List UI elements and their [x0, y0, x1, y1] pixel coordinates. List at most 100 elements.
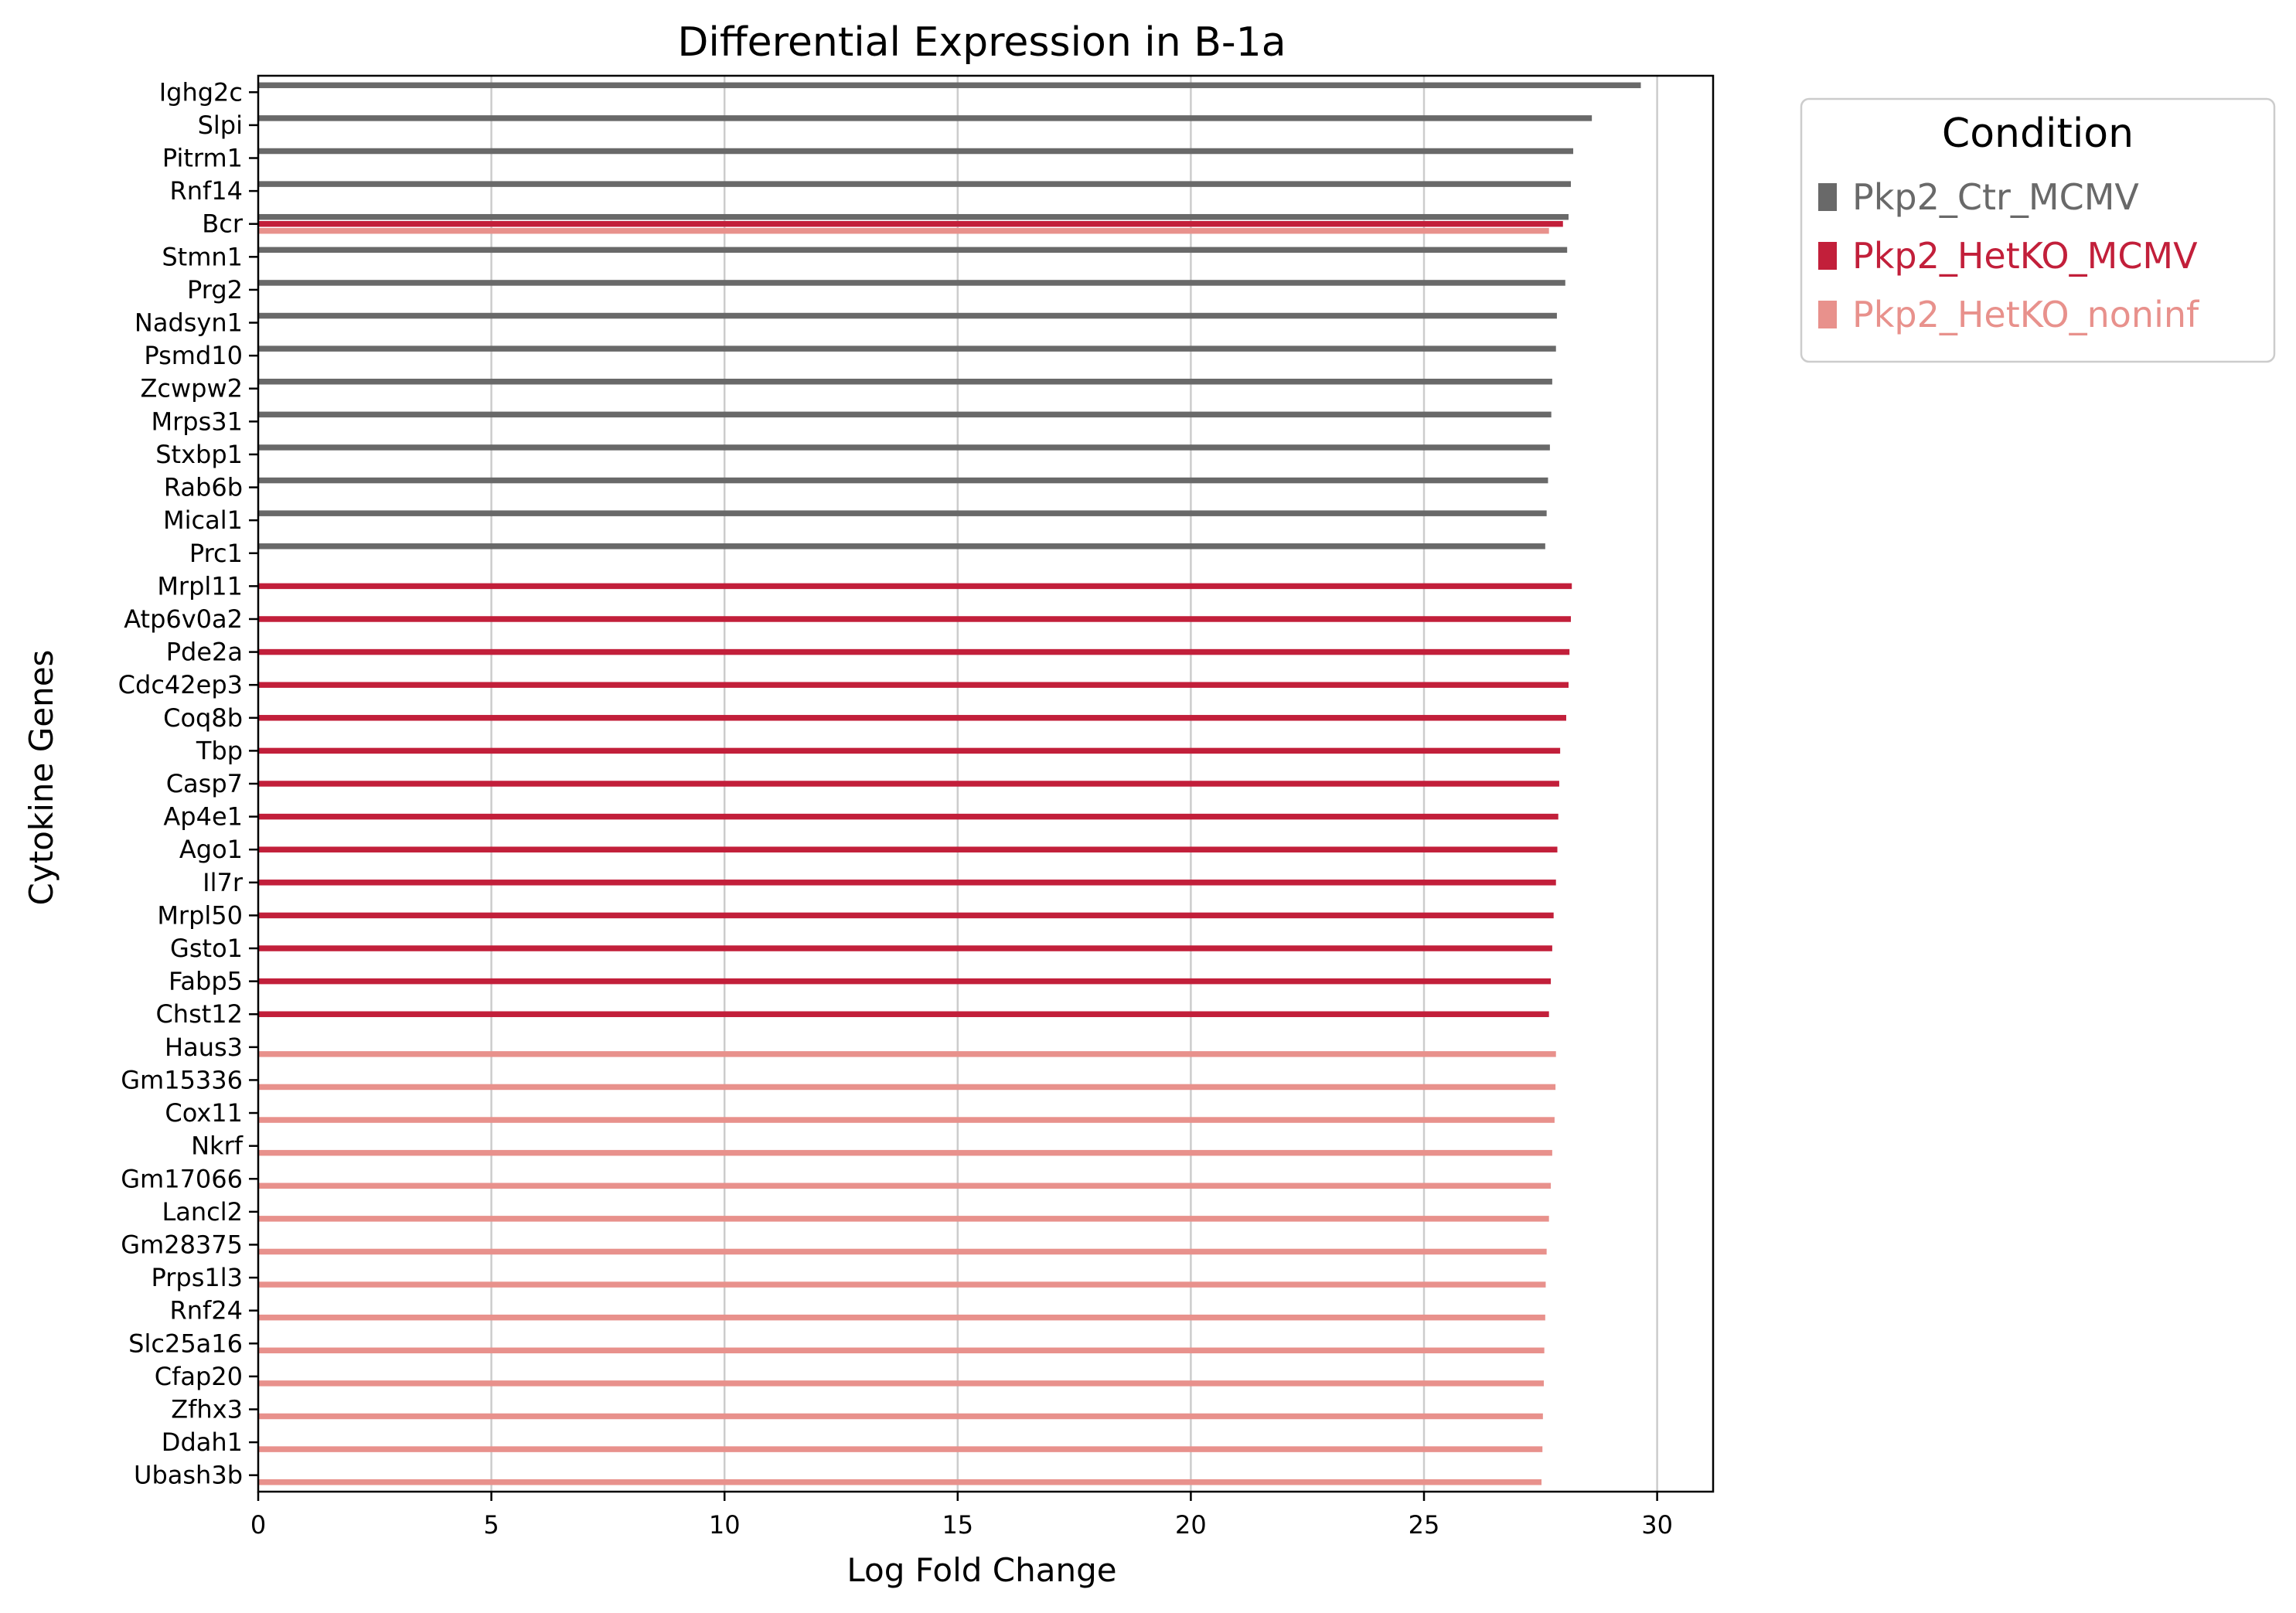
bar-Prc1-Pkp2_Ctr_MCMV — [258, 543, 1545, 550]
y-tick-label: Pde2a — [166, 638, 243, 667]
y-tick-label: Tbp — [196, 736, 243, 765]
bar-Ubash3b-Pkp2_HetKO_noninf — [258, 1479, 1542, 1485]
y-tick-label: Cdc42ep3 — [118, 670, 243, 699]
y-tick-label: Rnf14 — [170, 176, 244, 206]
bar-Ddah1-Pkp2_HetKO_noninf — [258, 1446, 1543, 1452]
y-tick-label: Mrpl50 — [157, 900, 243, 930]
y-tick-label: Pitrm1 — [162, 144, 243, 173]
y-tick-label: Ighg2c — [159, 77, 243, 107]
y-tick-label: Ap4e1 — [163, 802, 243, 832]
x-tick-label: 10 — [709, 1510, 741, 1540]
bar-Haus3-Pkp2_HetKO_noninf — [258, 1051, 1556, 1057]
bar-Rab6b-Pkp2_Ctr_MCMV — [258, 477, 1548, 484]
y-tick-label: Stmn1 — [162, 242, 243, 271]
y-tick-label: Zfhx3 — [171, 1394, 243, 1424]
y-tick-label: Prg2 — [187, 275, 243, 305]
y-tick-label: Gsto1 — [170, 934, 243, 963]
bar-Atp6v0a2-Pkp2_HetKO_MCMV — [258, 616, 1572, 622]
legend-swatch — [1818, 242, 1837, 270]
y-tick-label: Mical1 — [163, 505, 243, 535]
bar-Slc25a16-Pkp2_HetKO_noninf — [258, 1347, 1545, 1354]
y-tick-label: Ddah1 — [162, 1428, 243, 1457]
y-tick-label: Ago1 — [179, 835, 243, 864]
bar-Rnf14-Pkp2_Ctr_MCMV — [258, 181, 1572, 187]
y-tick-label: Gm17066 — [121, 1164, 243, 1193]
x-tick-label: 5 — [483, 1510, 499, 1540]
bar-Ap4e1-Pkp2_HetKO_MCMV — [258, 813, 1558, 820]
y-tick-label: Coq8b — [163, 703, 243, 733]
bar-Bcr-Pkp2_Ctr_MCMV — [258, 213, 1569, 220]
y-tick-label: Mrps31 — [152, 407, 243, 436]
bar-Mrps31-Pkp2_Ctr_MCMV — [258, 411, 1552, 418]
bar-Cdc42ep3-Pkp2_HetKO_MCMV — [258, 682, 1569, 688]
bar-Il7r-Pkp2_HetKO_MCMV — [258, 880, 1556, 886]
bar-Chst12-Pkp2_HetKO_MCMV — [258, 1011, 1549, 1017]
bar-Stxbp1-Pkp2_Ctr_MCMV — [258, 444, 1550, 451]
bar-Bcr-Pkp2_HetKO_MCMV — [258, 220, 1563, 227]
bar-Psmd10-Pkp2_Ctr_MCMV — [258, 345, 1556, 352]
bar-Rnf24-Pkp2_HetKO_noninf — [258, 1314, 1545, 1321]
x-tick-label: 25 — [1409, 1510, 1440, 1540]
bar-Gm15336-Pkp2_HetKO_noninf — [258, 1084, 1556, 1091]
legend-swatch — [1818, 301, 1837, 328]
x-axis-ticks: 0 5 10 15 20 25 30 — [250, 1492, 1673, 1540]
y-tick-label: Mrpl11 — [157, 571, 243, 601]
y-tick-label: Stxbp1 — [155, 440, 243, 469]
legend: Condition Pkp2_Ctr_MCMVPkp2_HetKO_MCMVPk… — [1800, 97, 2276, 363]
bar-Cox11-Pkp2_HetKO_noninf — [258, 1117, 1555, 1123]
y-tick-label: Slpi — [198, 111, 243, 140]
bar-Cfap20-Pkp2_HetKO_noninf — [258, 1380, 1545, 1387]
x-tick-label: 15 — [942, 1510, 973, 1540]
legend-label: Pkp2_HetKO_MCMV — [1852, 235, 2198, 277]
bar-Nkrf-Pkp2_HetKO_noninf — [258, 1149, 1552, 1156]
y-tick-label: Il7r — [203, 868, 244, 897]
bar-Gm17066-Pkp2_HetKO_noninf — [258, 1183, 1552, 1189]
y-tick-label: Haus3 — [165, 1033, 243, 1062]
bar-Nadsyn1-Pkp2_Ctr_MCMV — [258, 312, 1557, 319]
y-tick-label: Rab6b — [164, 473, 243, 502]
y-tick-label: Cfap20 — [155, 1362, 243, 1391]
y-axis-title: Cytokine Genes — [22, 650, 60, 906]
bar-Prg2-Pkp2_Ctr_MCMV — [258, 280, 1565, 286]
x-tick-label: 30 — [1641, 1510, 1673, 1540]
bar-Ago1-Pkp2_HetKO_MCMV — [258, 846, 1558, 852]
y-tick-label: Casp7 — [166, 769, 243, 798]
bar-Stmn1-Pkp2_Ctr_MCMV — [258, 247, 1568, 254]
bar-Bcr-Pkp2_HetKO_noninf — [258, 227, 1549, 234]
y-tick-label: Prps1l3 — [152, 1263, 243, 1292]
bar-Lancl2-Pkp2_HetKO_noninf — [258, 1216, 1549, 1222]
y-tick-label: Gm15336 — [121, 1065, 243, 1094]
legend-title: Condition — [1942, 111, 2134, 157]
y-tick-label: Nadsyn1 — [135, 308, 243, 338]
y-tick-label: Fabp5 — [169, 967, 243, 996]
bar-Mrpl11-Pkp2_HetKO_MCMV — [258, 583, 1572, 590]
bars — [258, 82, 1641, 1485]
legend-label: Pkp2_HetKO_noninf — [1852, 294, 2200, 335]
bar-Pde2a-Pkp2_HetKO_MCMV — [258, 648, 1570, 655]
y-tick-label: Ubash3b — [134, 1461, 243, 1490]
legend-swatch — [1818, 183, 1837, 211]
bar-Prps1l3-Pkp2_HetKO_noninf — [258, 1281, 1546, 1288]
y-tick-label: Slc25a16 — [128, 1329, 243, 1358]
y-tick-label: Atp6v0a2 — [124, 604, 243, 634]
bar-Ighg2c-Pkp2_Ctr_MCMV — [258, 82, 1641, 89]
bar-Coq8b-Pkp2_HetKO_MCMV — [258, 715, 1566, 721]
y-tick-label: Zcwpw2 — [140, 374, 243, 403]
x-tick-label: 0 — [250, 1510, 266, 1540]
legend-items: Pkp2_Ctr_MCMV Pkp2_HetKO_MCMV Pkp2_HetKO_n… — [1818, 176, 2200, 335]
bar-Gm28375-Pkp2_HetKO_noninf — [258, 1248, 1547, 1255]
bar-Fabp5-Pkp2_HetKO_MCMV — [258, 978, 1552, 985]
bar-Tbp-Pkp2_HetKO_MCMV — [258, 747, 1561, 754]
y-tick-label: Rnf24 — [170, 1296, 244, 1325]
y-tick-label: Chst12 — [155, 999, 243, 1029]
y-tick-label: Gm28375 — [121, 1230, 243, 1259]
y-tick-label: Nkrf — [191, 1131, 244, 1161]
legend-label: Pkp2_Ctr_MCMV — [1852, 176, 2139, 218]
x-tick-label: 20 — [1175, 1510, 1207, 1540]
bar-Zfhx3-Pkp2_HetKO_noninf — [258, 1413, 1543, 1420]
y-tick-label: Psmd10 — [144, 341, 243, 370]
bar-Gsto1-Pkp2_HetKO_MCMV — [258, 945, 1552, 951]
x-axis-title: Log Fold Change — [847, 1551, 1116, 1589]
